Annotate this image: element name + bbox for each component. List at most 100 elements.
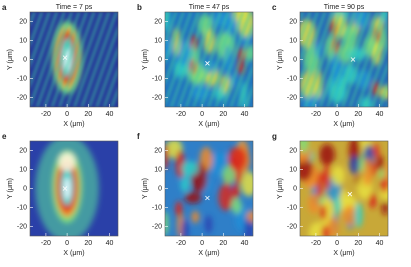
blob	[204, 215, 213, 234]
center-marker	[62, 186, 68, 191]
center-marker	[205, 61, 210, 66]
panel-label: b	[137, 3, 142, 12]
blob	[246, 210, 253, 223]
x-tick-label: -20	[41, 111, 51, 118]
blob	[232, 183, 240, 199]
y-tick-label: -20	[152, 94, 162, 101]
y-tick-label: 20	[154, 18, 162, 25]
blobs	[165, 141, 253, 236]
x-tick-label: 20	[219, 111, 227, 118]
blob	[175, 201, 182, 217]
stripes	[165, 12, 253, 107]
y-tick-label: 0	[293, 185, 297, 192]
center-marker	[205, 195, 210, 201]
blob	[349, 155, 360, 175]
x-tick-label: 0	[200, 111, 204, 118]
y-tick-label: -10	[152, 204, 162, 211]
y-tick-label: -20	[287, 94, 297, 101]
y-tick-label: 0	[158, 185, 162, 192]
blob	[308, 193, 320, 214]
center-marker	[62, 55, 68, 60]
blob	[381, 201, 388, 216]
blob	[300, 141, 309, 154]
blob	[218, 184, 234, 211]
blob	[222, 165, 236, 184]
x-axis-label: X (μm)	[198, 250, 219, 257]
stripes	[300, 12, 388, 107]
panel-label: a	[2, 3, 7, 12]
x-tick-label: 20	[84, 111, 92, 118]
x-tick-label: 20	[354, 111, 362, 118]
x-axis-label: X (μm)	[333, 121, 354, 128]
heatmap	[30, 141, 118, 236]
blob	[369, 193, 376, 209]
x-tick-label: 40	[106, 111, 114, 118]
x-tick-label: -20	[176, 240, 186, 247]
x-tick-label: 40	[241, 240, 249, 247]
x-tick-label: 0	[65, 111, 69, 118]
y-tick-label: 20	[154, 147, 162, 154]
y-tick-label: -20	[17, 94, 27, 101]
panel-title: Time = 47 ps	[189, 4, 230, 11]
panel-title: Time = 7 ps	[56, 4, 93, 11]
blobs	[300, 141, 388, 236]
y-axis-label: Y (μm)	[277, 49, 284, 70]
blob	[58, 152, 76, 172]
blob	[181, 161, 199, 176]
y-tick-label: 0	[23, 185, 27, 192]
y-tick-label: 0	[293, 56, 297, 63]
heatmap	[300, 12, 388, 107]
blobs	[35, 141, 99, 236]
y-tick-label: -20	[152, 223, 162, 230]
blob	[165, 211, 169, 236]
panel-label: c	[272, 3, 277, 12]
y-tick-label: -20	[17, 223, 27, 230]
y-tick-label: 10	[154, 166, 162, 173]
x-tick-label: -20	[176, 111, 186, 118]
x-tick-label: 20	[354, 240, 362, 247]
blob	[323, 163, 331, 191]
blob	[343, 205, 357, 226]
stripes	[30, 12, 118, 107]
x-tick-label: -20	[311, 240, 321, 247]
blob	[376, 155, 384, 171]
panel-label: g	[272, 132, 277, 141]
blob	[165, 143, 169, 170]
y-tick-label: 10	[19, 166, 27, 173]
y-tick-label: -10	[152, 75, 162, 82]
blob	[354, 202, 363, 228]
x-tick-label: 40	[241, 111, 249, 118]
x-tick-label: 0	[200, 240, 204, 247]
y-tick-label: 0	[158, 56, 162, 63]
y-tick-label: -10	[287, 204, 297, 211]
x-tick-label: -20	[41, 240, 51, 247]
y-axis-label: Y (μm)	[142, 178, 149, 199]
center-marker	[350, 57, 356, 62]
blob	[211, 152, 230, 165]
y-tick-label: -10	[287, 75, 297, 82]
x-axis-label: X (μm)	[333, 250, 354, 257]
blob	[191, 210, 200, 224]
x-tick-label: 0	[335, 240, 339, 247]
y-tick-label: 20	[289, 18, 297, 25]
blob	[321, 225, 330, 236]
x-tick-label: 40	[106, 240, 114, 247]
panel-title: Time = 90 ps	[324, 4, 365, 11]
blob	[333, 196, 341, 216]
heatmap	[165, 141, 253, 236]
blob	[231, 197, 242, 214]
y-tick-label: 10	[289, 37, 297, 44]
blob	[240, 171, 253, 197]
blob	[184, 191, 202, 204]
panel-label: e	[2, 132, 7, 141]
blob	[316, 182, 324, 198]
y-tick-label: 20	[19, 147, 27, 154]
x-axis-label: X (μm)	[63, 121, 84, 128]
center-marker	[347, 191, 353, 197]
y-axis-label: Y (μm)	[277, 178, 284, 199]
y-tick-label: 10	[289, 166, 297, 173]
x-tick-label: 20	[84, 240, 92, 247]
y-axis-label: Y (μm)	[7, 178, 14, 199]
heatmap	[300, 141, 388, 236]
